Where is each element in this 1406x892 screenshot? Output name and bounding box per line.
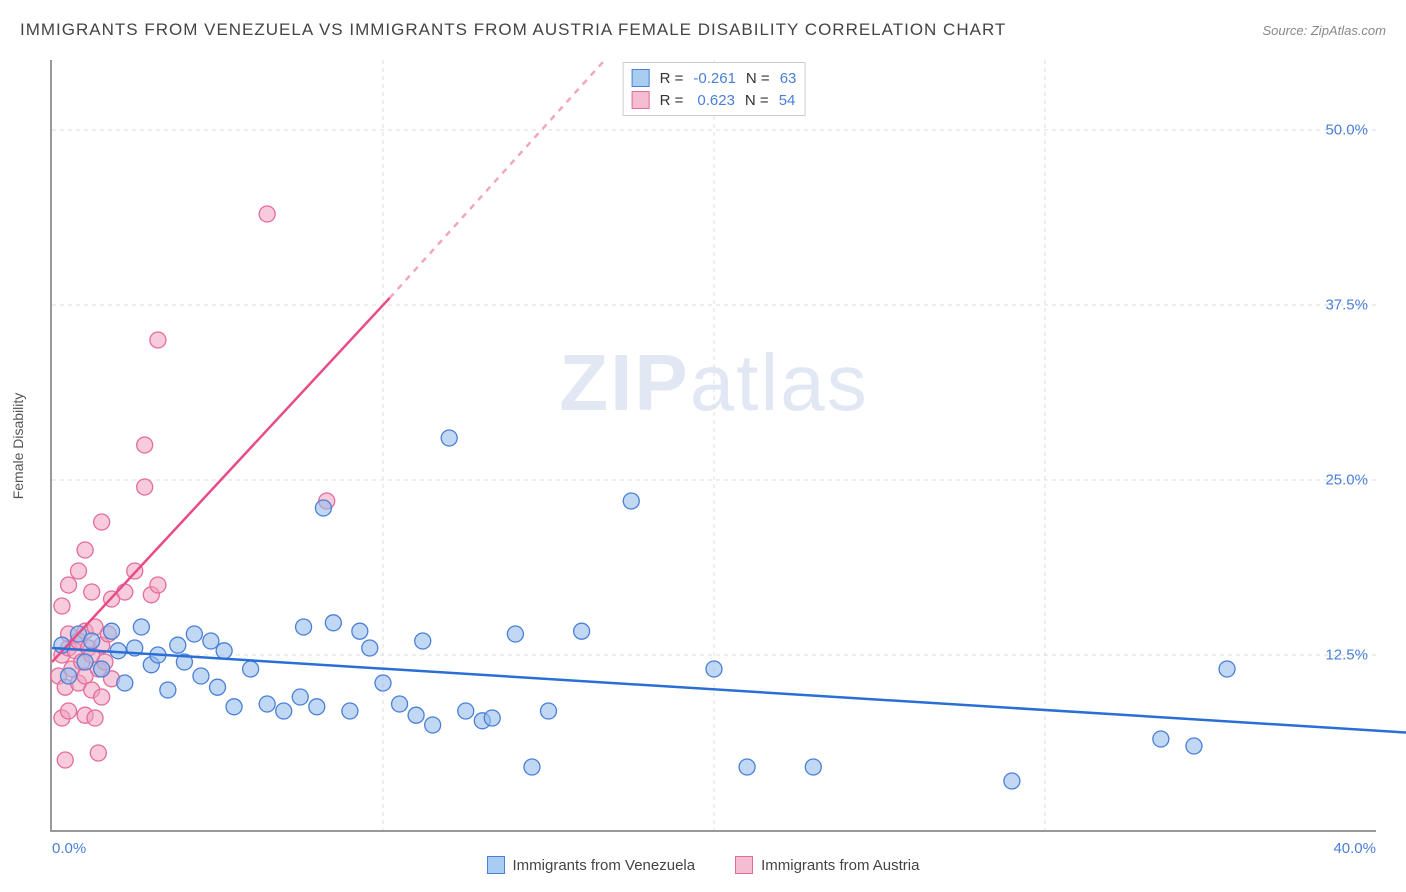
lines-layer xyxy=(52,60,1376,830)
n-label-a: N = xyxy=(746,70,770,87)
y-tick-label: 37.5% xyxy=(1325,297,1368,314)
regression-line xyxy=(390,60,605,298)
r-label-b: R = xyxy=(660,92,684,109)
legend-label-austria: Immigrants from Austria xyxy=(761,857,919,874)
correlation-legend: R = -0.261 N = 63 R = 0.623 N = 54 xyxy=(623,62,806,116)
r-label-a: R = xyxy=(660,70,684,87)
bottom-legend: Immigrants from Venezuela Immigrants fro… xyxy=(0,856,1406,874)
legend-swatch-venezuela xyxy=(487,856,505,874)
chart-header: IMMIGRANTS FROM VENEZUELA VS IMMIGRANTS … xyxy=(20,20,1386,40)
regression-line xyxy=(52,298,390,662)
r-value-a: -0.261 xyxy=(693,70,736,87)
regression-line xyxy=(52,648,1406,735)
source-prefix: Source: xyxy=(1262,23,1310,38)
y-tick-label: 50.0% xyxy=(1325,122,1368,139)
chart-title: IMMIGRANTS FROM VENEZUELA VS IMMIGRANTS … xyxy=(20,20,1006,40)
y-tick-label: 12.5% xyxy=(1325,647,1368,664)
swatch-austria xyxy=(632,91,650,109)
r-value-b: 0.623 xyxy=(697,92,735,109)
x-tick-label: 40.0% xyxy=(1333,840,1376,857)
corr-row-austria: R = 0.623 N = 54 xyxy=(632,89,797,111)
n-value-a: 63 xyxy=(780,70,797,87)
x-tick-label: 0.0% xyxy=(52,840,86,857)
y-tick-label: 25.0% xyxy=(1325,472,1368,489)
legend-item-austria: Immigrants from Austria xyxy=(735,856,919,874)
corr-row-venezuela: R = -0.261 N = 63 xyxy=(632,67,797,89)
swatch-venezuela xyxy=(632,69,650,87)
n-label-b: N = xyxy=(745,92,769,109)
source-attribution: Source: ZipAtlas.com xyxy=(1262,23,1386,38)
y-axis-label: Female Disability xyxy=(10,393,26,500)
legend-item-venezuela: Immigrants from Venezuela xyxy=(487,856,696,874)
legend-label-venezuela: Immigrants from Venezuela xyxy=(513,857,696,874)
plot-area: ZIPatlas R = -0.261 N = 63 R = 0.623 N =… xyxy=(50,60,1376,832)
legend-swatch-austria xyxy=(735,856,753,874)
source-name: ZipAtlas.com xyxy=(1311,23,1386,38)
n-value-b: 54 xyxy=(779,92,796,109)
